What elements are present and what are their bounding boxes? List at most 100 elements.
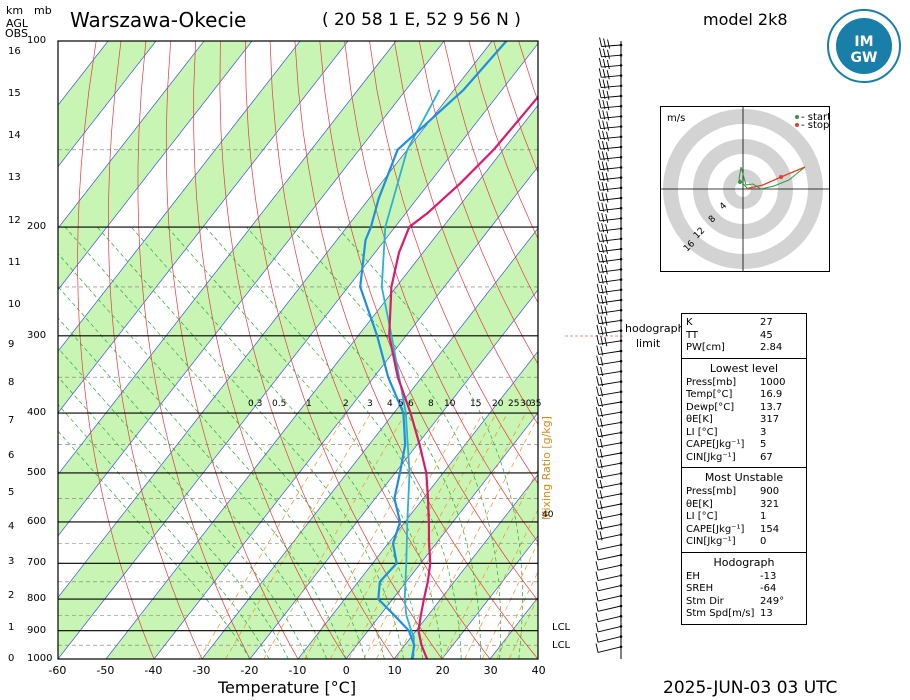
wind-barb-flag [605,224,609,234]
km-tick-label: 11 [8,257,21,268]
wind-barb-flag [599,47,602,57]
wind-barb-flag [605,172,609,182]
wind-barb-flag [600,264,604,274]
moist-adiabat [246,226,481,659]
barb-level-dot [619,74,623,77]
wind-barb-flag [606,121,610,131]
param-name: Press[mb] [686,376,737,388]
isotherm-line [58,41,301,352]
isotherm-line [345,412,538,659]
wind-barb-flag [595,591,599,602]
wind-barb-flag [595,417,599,427]
param-value: 1 [760,511,767,522]
param-value: 13.7 [760,401,783,413]
mixing-ratio-label: 10 [444,399,456,409]
isotherm-line [441,535,538,659]
wind-barb [597,625,622,633]
wind-barb-flag [602,130,605,140]
wind-barb-flag [597,139,601,150]
param-value: 5 [760,439,767,450]
wind-barb-flag [597,181,601,191]
wind-barb-flag [602,79,606,89]
wind-barb-flag [606,111,610,121]
axes.x_ticks.4: -20 [240,664,259,677]
param-row: Stm Dir 249° [686,596,802,609]
param-row: Dewp[°C] 13.7 [686,402,802,415]
param-row: LI [°C] 1 [686,511,802,524]
wind-barb-flag [604,316,608,326]
wind-barb-flag [599,418,603,428]
km-tick-label: 5 [8,487,15,498]
wind-barb-flag [600,305,604,315]
wind-barb-flag [606,131,609,141]
wind-barb-flag [600,366,604,377]
axes.x_ticks.3: -30 [192,664,211,677]
mixing-ratio-label: 1 [306,399,312,409]
wind-barb-flag [604,337,608,347]
wind-barb-flag [599,449,603,459]
ring-label: 4 [718,201,729,212]
wind-barb-flag [595,602,599,612]
param-name: EH [686,570,700,582]
param-value: 2.84 [760,342,783,353]
axes.x_ticks.2: -40 [144,664,163,677]
param-value: 45 [760,329,773,341]
mb-axis-header: mb [34,4,52,17]
wind-barb-flag [596,314,600,324]
wind-barb-flag [605,193,609,203]
param-name: LI [°C] [686,511,718,522]
km-tick-label: 16 [8,46,21,57]
wind-barb-flag [601,161,605,171]
wind-barb-flag [595,468,599,478]
wind-barb [597,544,622,551]
wind-barb-flag [599,521,603,531]
wind-barb-flag [601,202,605,212]
mixing-ratio-label: 2 [343,399,349,409]
wind-barb-flag [605,152,609,162]
km-tick-label: 3 [8,556,15,567]
km-tick-label: 10 [8,299,21,310]
wind-barb-flag [605,141,609,152]
wind-barb-flag [604,265,608,275]
wind-barb-flag [598,78,602,88]
wind-barb-flag [604,326,608,336]
wind-barb-flag [595,571,599,581]
wind-barb-flag [597,201,601,211]
wind-barb-flag [605,162,609,172]
wind-barb-flag [603,48,606,58]
wind-barb-flag [606,90,610,100]
param-value: 67 [760,451,773,463]
barb-level-dot [619,64,623,67]
hodograph-limit-note: limit [636,337,661,350]
wind-barb-flag [600,377,604,387]
wind-barb-flag [596,273,600,283]
wind-barb-flag [607,49,610,59]
isotherm-line [105,104,538,659]
wind-barb [601,64,622,68]
wind-barb-flag [604,275,608,285]
wind-barb-flag [596,283,600,293]
wind-barb-flag [596,263,600,273]
wind-barb-flag [601,192,605,202]
mixing-ratio-label: 25 [508,399,520,409]
axes.x_ticks.6: 0 [342,664,350,677]
wind-barb-flag [596,293,600,304]
wind-barb-flag [605,244,608,254]
parameters-table: K 27 TT 45 PW[cm] 2.84 Lowest level Press[mb] 1… [681,313,807,625]
hodograph-panel: m/s - start - stop 4 8 12 16 [660,106,831,272]
param-name: θE[K] [686,498,713,510]
wind-barb-flag [596,335,600,345]
wind-barb-flag [599,500,603,510]
isotherm-line [58,41,349,414]
param-value: -13 [760,570,777,582]
km-tick-label: 0 [8,653,15,664]
param-value: 900 [760,486,780,497]
wind-barb-flag [599,37,603,47]
km-tick-label: 14 [8,130,21,141]
param-row: CIN[Jkg⁻¹] 67 [686,452,802,465]
wind-barb-flag [595,612,599,622]
wind-barb-flag [600,346,604,356]
dry-adiabat [369,41,538,485]
param-value: 1000 [760,376,786,388]
wind-barb-flag [602,89,606,99]
